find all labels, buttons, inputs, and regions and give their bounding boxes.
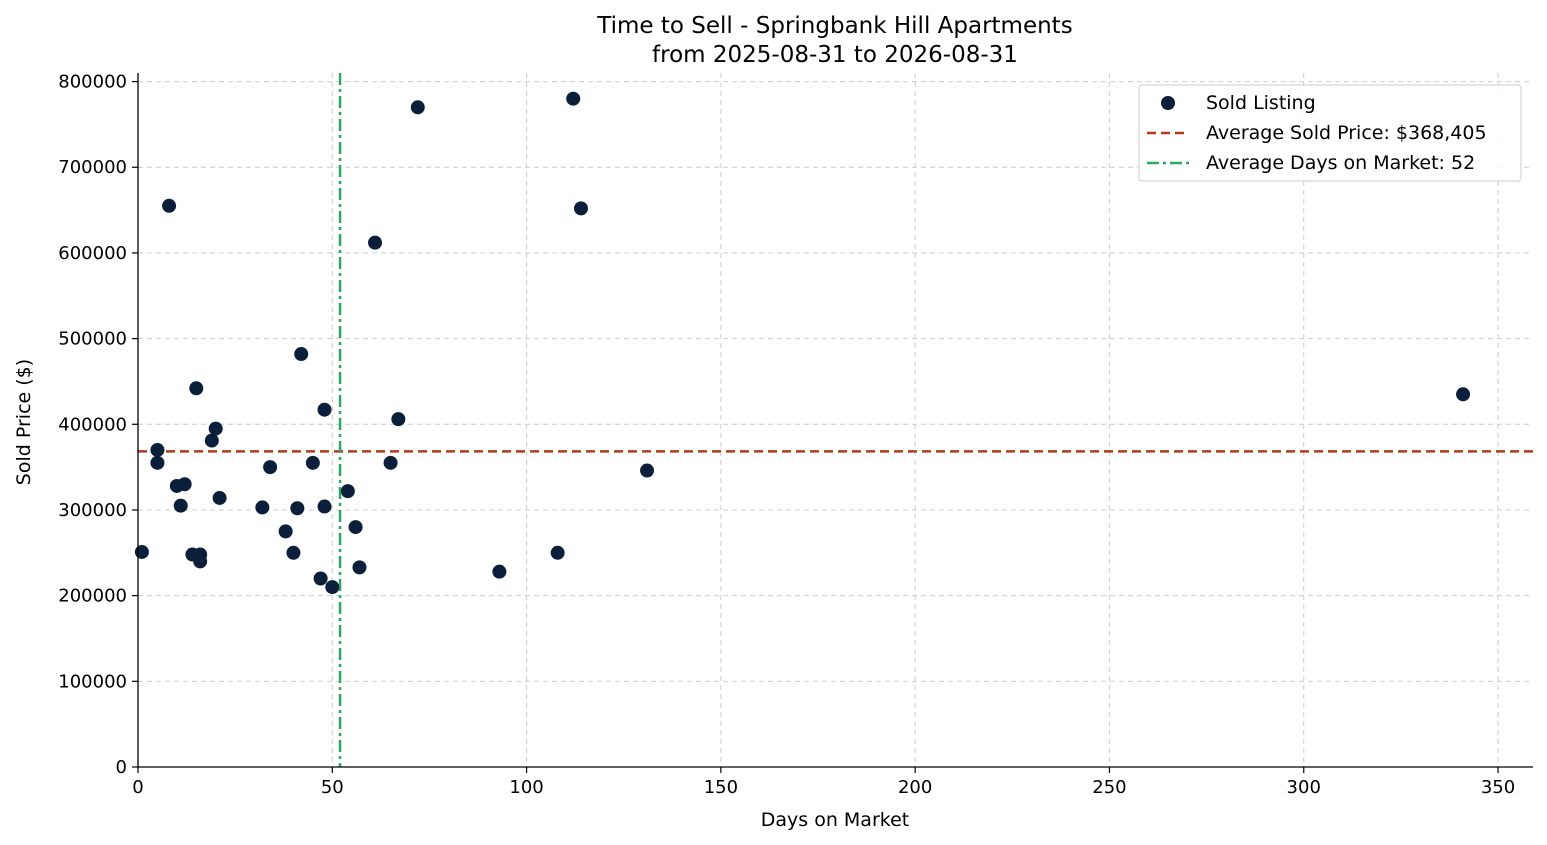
data-point bbox=[173, 498, 188, 513]
data-point bbox=[492, 564, 507, 579]
data-point bbox=[134, 544, 149, 559]
data-point bbox=[305, 455, 320, 470]
data-point bbox=[162, 198, 177, 213]
y-tick-label: 800000 bbox=[58, 72, 127, 93]
data-point bbox=[368, 235, 383, 250]
data-point bbox=[573, 201, 588, 216]
y-tick-label: 100000 bbox=[58, 671, 127, 692]
legend-marker-sold-listing bbox=[1161, 96, 1175, 110]
data-point bbox=[150, 455, 165, 470]
tick-labels: 0 50 100 150 200 250 300 350 0 100000 200000 300000… bbox=[58, 72, 1515, 798]
data-point bbox=[193, 554, 208, 569]
data-point bbox=[212, 490, 227, 505]
data-point bbox=[290, 501, 305, 516]
data-point bbox=[550, 545, 565, 560]
data-point bbox=[317, 402, 332, 417]
legend-entry-sold-listing: Sold Listing bbox=[1206, 92, 1316, 114]
y-tick-label: 400000 bbox=[58, 414, 127, 435]
data-point bbox=[317, 499, 332, 514]
data-point bbox=[640, 463, 655, 478]
data-point bbox=[189, 381, 204, 396]
data-point bbox=[391, 412, 406, 427]
data-point bbox=[348, 520, 363, 535]
legend: Sold Listing Average Sold Price: $368,40… bbox=[1138, 84, 1522, 182]
data-point bbox=[177, 477, 192, 492]
data-point bbox=[150, 442, 165, 457]
x-tick-label: 350 bbox=[1481, 777, 1515, 798]
x-tick-label: 0 bbox=[132, 777, 143, 798]
data-point bbox=[208, 421, 223, 436]
chart-subtitle: from 2025-08-31 to 2026-08-31 bbox=[652, 42, 1018, 68]
data-point bbox=[313, 571, 328, 586]
data-point bbox=[340, 484, 355, 499]
x-tick-label: 100 bbox=[509, 777, 543, 798]
x-axis-label: Days on Market bbox=[761, 809, 909, 831]
x-tick-label: 50 bbox=[321, 777, 344, 798]
y-tick-label: 0 bbox=[116, 757, 127, 778]
legend-entry-average-days: Average Days on Market: 52 bbox=[1206, 152, 1475, 174]
legend-entry-average-price: Average Sold Price: $368,405 bbox=[1206, 122, 1487, 144]
y-tick-label: 200000 bbox=[58, 586, 127, 607]
data-point bbox=[204, 433, 219, 448]
y-tick-label: 700000 bbox=[58, 157, 127, 178]
x-tick-label: 200 bbox=[898, 777, 932, 798]
y-tick-label: 600000 bbox=[58, 243, 127, 264]
data-point bbox=[383, 455, 398, 470]
y-tick-label: 500000 bbox=[58, 329, 127, 350]
data-point bbox=[255, 500, 270, 515]
chart-title: Time to Sell - Springbank Hill Apartment… bbox=[596, 13, 1072, 39]
data-points bbox=[134, 91, 1471, 595]
data-point bbox=[1456, 387, 1471, 402]
data-point bbox=[286, 545, 301, 560]
data-point bbox=[325, 580, 340, 595]
data-point bbox=[566, 91, 581, 106]
y-axis-label: Sold Price ($) bbox=[13, 359, 35, 485]
data-point bbox=[352, 560, 367, 575]
y-tick-label: 300000 bbox=[58, 500, 127, 521]
x-tick-label: 300 bbox=[1287, 777, 1321, 798]
data-point bbox=[263, 460, 278, 475]
reference-lines bbox=[138, 73, 1533, 767]
x-tick-label: 250 bbox=[1092, 777, 1126, 798]
x-tick-label: 150 bbox=[704, 777, 738, 798]
axes bbox=[137, 73, 1533, 768]
data-point bbox=[278, 524, 293, 539]
legend-box bbox=[1138, 84, 1522, 182]
data-point bbox=[294, 347, 309, 362]
data-point bbox=[410, 100, 425, 115]
